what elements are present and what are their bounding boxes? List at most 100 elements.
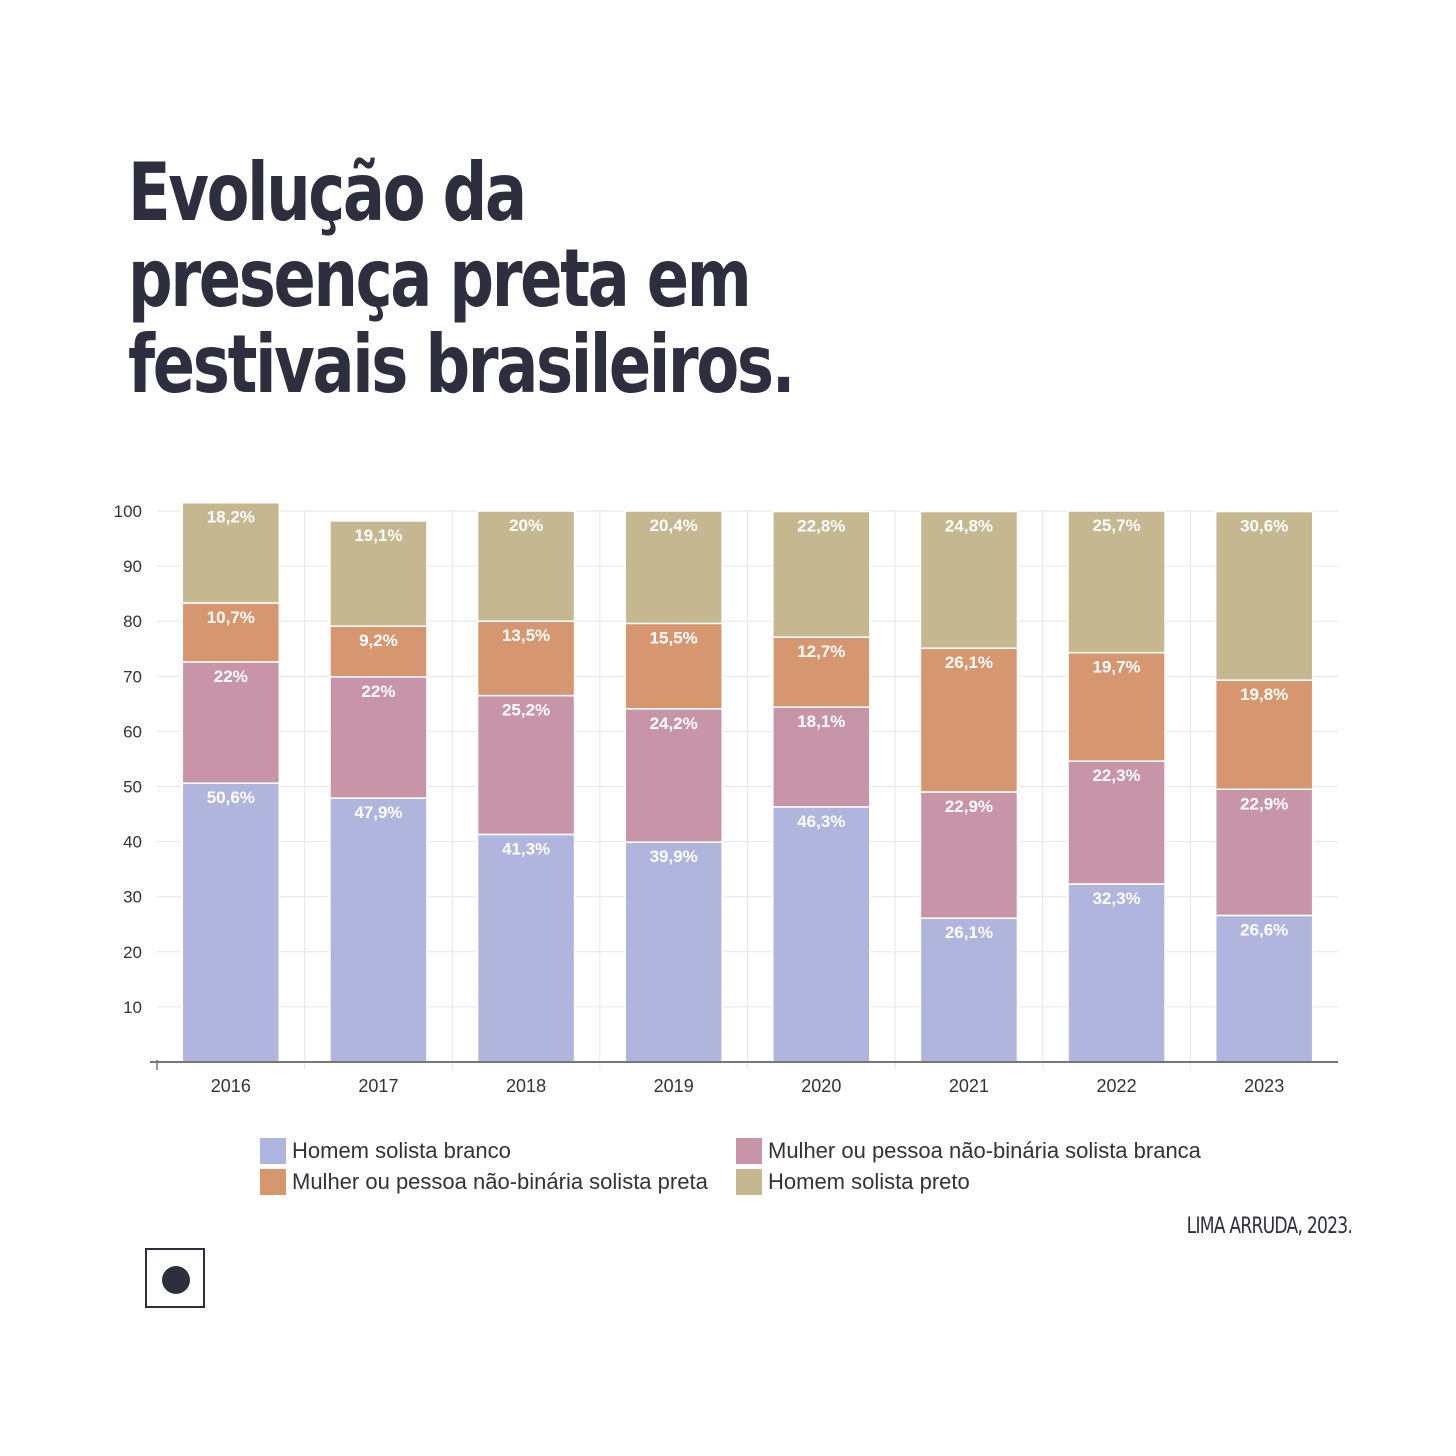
x-tick-label: 2023	[1244, 1076, 1284, 1096]
data-label: 18,2%	[207, 508, 255, 527]
data-label: 46,3%	[797, 812, 845, 831]
y-tick-label: 70	[123, 667, 142, 686]
data-label: 22,9%	[1240, 794, 1288, 813]
x-tick-label: 2016	[211, 1076, 251, 1096]
data-label: 41,3%	[502, 839, 550, 858]
data-label: 22,9%	[945, 797, 993, 816]
data-label: 22%	[361, 682, 395, 701]
bar-segment	[919, 510, 1019, 649]
data-label: 24,8%	[945, 517, 993, 536]
stacked-bar-chart: 10 20 30 40 50 60 70 80 90 100 50,6% 22% 10,7% 18,2% 2…	[114, 501, 1338, 1096]
bar-segment	[919, 791, 1019, 919]
data-label: 25,7%	[1092, 516, 1140, 535]
bar-segment	[1067, 651, 1166, 762]
data-label: 26,1%	[945, 923, 993, 942]
x-tick-label: 2019	[654, 1076, 694, 1096]
y-tick-label: 50	[123, 778, 142, 797]
data-label: 19,1%	[354, 526, 402, 545]
legend-label: Mulher ou pessoa não-binária solista pre…	[292, 1169, 708, 1194]
legend-item-mulher-preta: Mulher ou pessoa não-binária solista pre…	[260, 1169, 708, 1195]
data-label: 32,3%	[1092, 889, 1140, 908]
y-tick-label: 30	[123, 888, 142, 907]
bar-segment	[772, 636, 871, 708]
bar-segment	[1214, 510, 1314, 681]
x-tick-label: 2021	[949, 1076, 989, 1096]
bar-segment	[476, 510, 576, 622]
x-tick-label: 2022	[1097, 1076, 1137, 1096]
y-tick-label: 90	[123, 557, 142, 576]
data-label: 19,8%	[1240, 685, 1288, 704]
data-label: 10,7%	[207, 608, 255, 627]
bar-segment	[1067, 510, 1166, 654]
source-credit: LIMA ARRUDA, 2023.	[1186, 1214, 1353, 1239]
bar-segment	[772, 806, 871, 1063]
title-line-2: presença preta em	[128, 232, 752, 325]
y-tick-label: 10	[123, 998, 142, 1017]
bar-segment	[1214, 788, 1314, 917]
bar-segment	[329, 625, 428, 678]
bar-segment	[772, 510, 871, 638]
title-line-3: festivais brasileiros.	[128, 318, 795, 411]
bar-segment	[181, 782, 281, 1063]
x-tick-label: 2020	[801, 1076, 841, 1096]
data-label: 26,6%	[1240, 920, 1288, 939]
legend-item-homem-preto: Homem solista preto	[736, 1169, 970, 1195]
bar-segment	[329, 676, 428, 799]
data-label: 22%	[214, 667, 248, 686]
bar-segment	[181, 501, 281, 604]
legend-item-mulher-branca: Mulher ou pessoa não-binária solista bra…	[736, 1138, 1201, 1164]
y-tick-label: 20	[123, 943, 142, 962]
data-label: 15,5%	[650, 628, 698, 647]
bar-segment	[624, 622, 723, 710]
data-label: 13,5%	[502, 626, 550, 645]
record-badge	[145, 1248, 205, 1308]
bar-segment	[181, 661, 281, 784]
data-label: 26,1%	[945, 653, 993, 672]
bar-segment	[476, 833, 576, 1063]
data-label: 22,3%	[1092, 766, 1140, 785]
data-label: 39,9%	[650, 847, 698, 866]
bar-segment	[329, 520, 428, 627]
data-label: 47,9%	[354, 803, 402, 822]
legend-swatch	[260, 1138, 286, 1164]
data-label: 22,8%	[797, 517, 845, 536]
bar-segment	[919, 647, 1019, 793]
legend-label: Homem solista preto	[768, 1169, 970, 1194]
data-label: 9,2%	[359, 631, 398, 650]
legend-swatch	[736, 1138, 762, 1164]
bar-segment	[772, 706, 871, 808]
bar-segment	[1067, 883, 1166, 1063]
data-label: 20%	[509, 516, 543, 535]
legend-swatch	[260, 1169, 286, 1195]
data-label: 12,7%	[797, 642, 845, 661]
data-label: 18,1%	[797, 712, 845, 731]
title-line-1: Evolução da	[128, 146, 527, 239]
data-label: 50,6%	[207, 788, 255, 807]
data-label: 20,4%	[650, 516, 698, 535]
bar-segment	[1214, 914, 1314, 1063]
legend-label: Mulher ou pessoa não-binária solista bra…	[768, 1138, 1201, 1163]
bar-segment	[624, 841, 723, 1063]
legend-item-homem-branco: Homem solista branco	[260, 1138, 511, 1164]
bar-segment	[1067, 760, 1166, 885]
bar-segment	[624, 708, 723, 843]
page-title: Evolução da presença preta em festivais …	[128, 146, 795, 411]
data-label: 24,2%	[650, 714, 698, 733]
data-label: 30,6%	[1240, 517, 1288, 536]
y-tick-label: 80	[123, 612, 142, 631]
bar-segment	[329, 797, 428, 1063]
data-label: 19,7%	[1092, 658, 1140, 677]
record-dot-icon	[162, 1266, 190, 1294]
x-tick-label: 2018	[506, 1076, 546, 1096]
chart-legend: Homem solista branco Mulher ou pessoa nã…	[260, 1138, 1260, 1202]
bar-segment	[476, 694, 576, 836]
data-label: 25,2%	[502, 701, 550, 720]
legend-swatch	[736, 1169, 762, 1195]
y-tick-label: 40	[123, 833, 142, 852]
x-tick-label: 2017	[358, 1076, 398, 1096]
bar-segment	[624, 510, 723, 625]
y-tick-label: 60	[123, 722, 142, 741]
y-tick-label: 100	[114, 502, 142, 521]
legend-label: Homem solista branco	[292, 1138, 511, 1163]
bar-segment	[181, 602, 281, 663]
